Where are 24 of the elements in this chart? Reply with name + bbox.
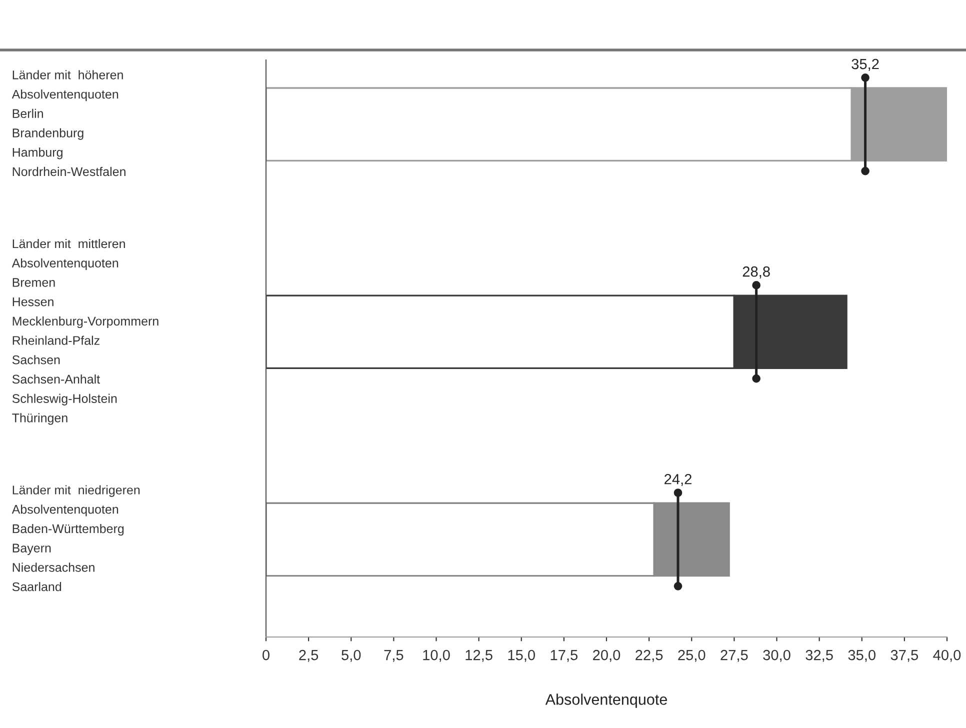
x-tick-label: 27,5 [720, 650, 748, 662]
y-tick-label: Länder mit niedrigeren Absolventenquoten Baden-Württemberg Bayern Niedersachsen Saarland [12, 485, 140, 592]
x-tick-label: 10,0 [423, 650, 450, 662]
x-tick-label: 32,5 [806, 650, 833, 662]
x-tick-label: 22,5 [636, 650, 663, 662]
x-tick-label: 20,0 [593, 650, 620, 662]
x-tick-label: 37,5 [890, 650, 918, 662]
data-label: 24,2 [664, 474, 692, 486]
x-tick-label: 30,0 [763, 650, 790, 662]
x-tick-label: 12,5 [466, 650, 492, 662]
data-label: 28,8 [742, 266, 770, 278]
x-tick-label: 2,5 [299, 650, 318, 662]
x-tick-label: 40,0 [933, 650, 961, 662]
x-tick-label: 0 [262, 650, 270, 660]
x-tick-label: 25,0 [678, 650, 706, 662]
y-tick-label: Länder mit höheren Absolventenquoten Berlin Brandenburg Hamburg Nordrhein-Westfalen [12, 70, 126, 176]
x-tick-label: 17,5 [550, 650, 578, 662]
x-tick-label: 5,0 [342, 650, 361, 662]
x-tick-label: 35,0 [848, 650, 876, 662]
x-tick-label: 15,0 [508, 650, 535, 662]
x-tick-label: 7,5 [384, 650, 404, 662]
data-label: 35,2 [852, 58, 879, 71]
category-label: Länder mit mittleren Absolventenquoten Bremen Hessen Mecklenburg-Vorpommern Rheinland-Pfalz Sachsen Sachsen-Anhalt Schleswig-Holstein Thüringen [12, 238, 158, 425]
x-axis-title: Absolventenquote [545, 694, 667, 708]
